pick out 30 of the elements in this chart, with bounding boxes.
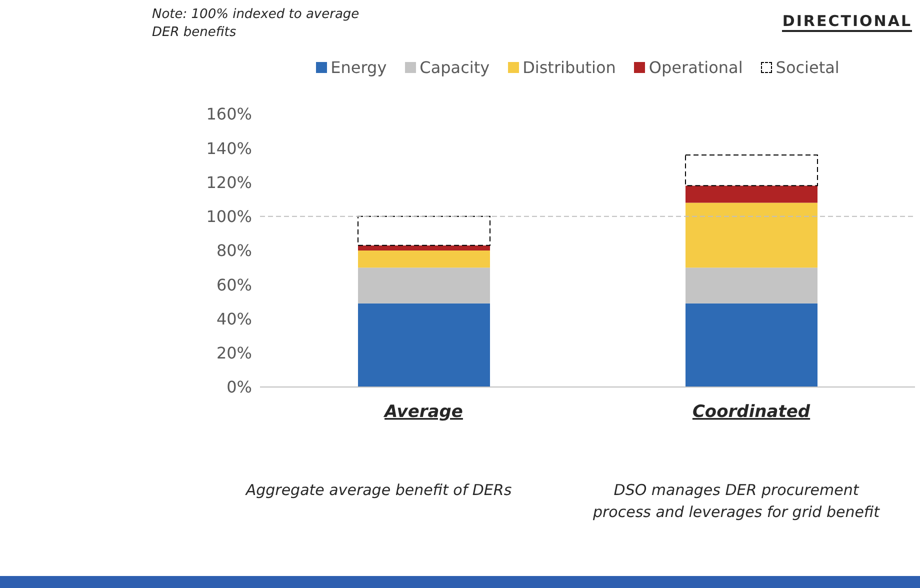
legend-label: Distribution — [522, 58, 616, 77]
y-tick-label: 160% — [206, 104, 252, 124]
legend-label: Energy — [330, 58, 387, 77]
y-tick-label: 120% — [206, 172, 252, 192]
bar — [686, 303, 818, 387]
bar — [358, 268, 490, 304]
bar — [686, 202, 818, 268]
y-tick-label: 40% — [216, 309, 252, 328]
text: DSO manages DER procurement process and leverages for grid benefit — [592, 480, 881, 523]
bar — [358, 303, 490, 387]
legend-label: Societal — [774, 58, 840, 77]
bar — [686, 268, 818, 304]
x-tick-label: Average — [382, 402, 463, 422]
y-tick-label: 0% — [226, 378, 252, 397]
bar — [358, 245, 490, 250]
y-tick-label: 100% — [206, 207, 252, 226]
y-tick-label: 80% — [216, 241, 252, 260]
bar — [358, 216, 490, 246]
x-tick-label: Coordinated — [692, 402, 811, 422]
legend-label: Capacity — [418, 58, 490, 77]
text: DIRECTIONAL — [782, 12, 912, 32]
text: Note: 100% indexed to average DER benefits — [152, 6, 360, 42]
legend-label: Operational — [648, 58, 743, 77]
text: Aggregate average benefit of DERs — [244, 480, 513, 501]
y-tick-label: 20% — [216, 344, 252, 363]
y-tick-label: 140% — [206, 138, 252, 158]
bar — [358, 250, 490, 268]
bar — [685, 154, 818, 186]
y-tick-label: 60% — [216, 275, 252, 294]
bar — [686, 186, 818, 203]
